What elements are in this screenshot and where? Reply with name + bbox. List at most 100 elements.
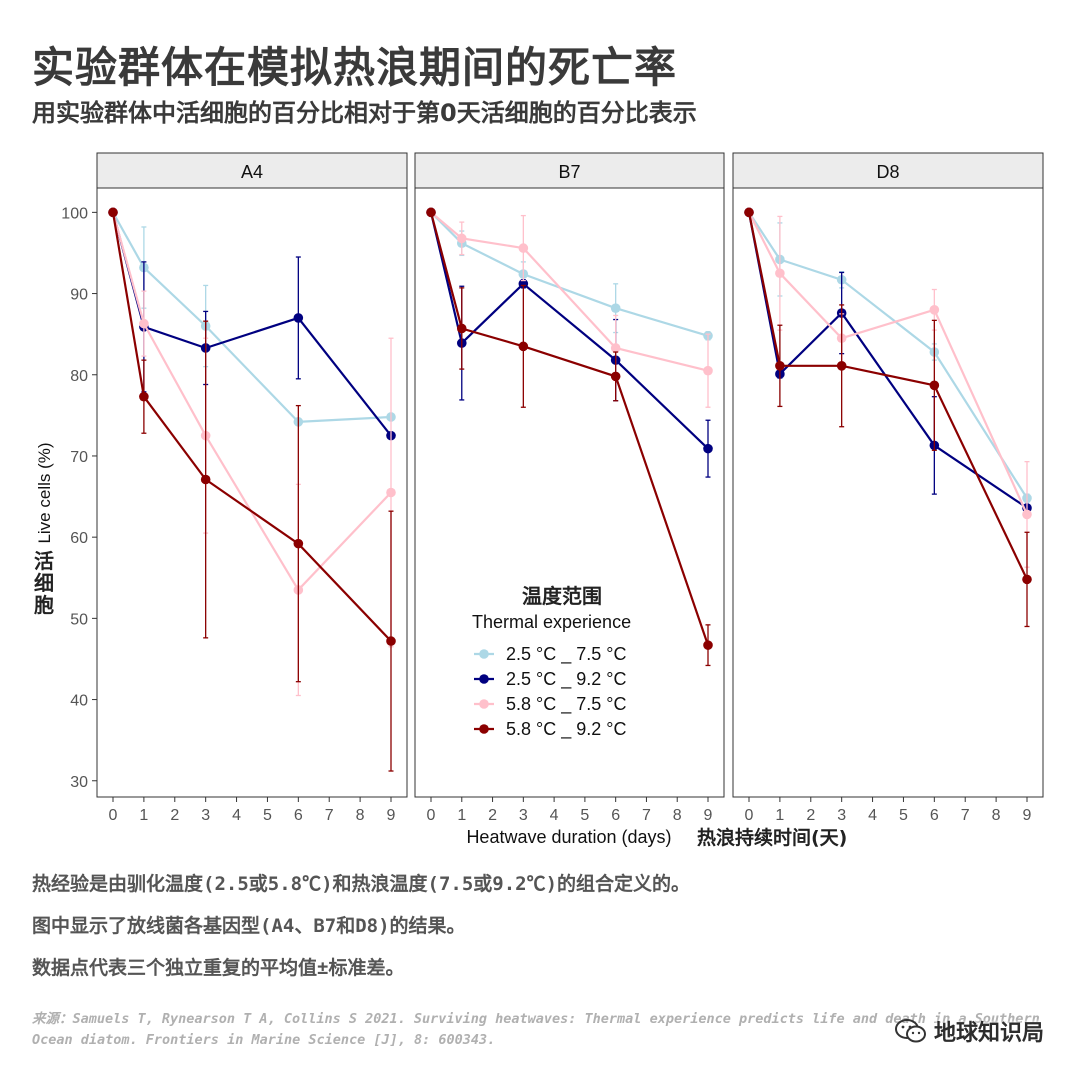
panel-frame [96, 187, 408, 798]
y-tick-label: 90 [70, 287, 88, 304]
x-tick-label: 4 [868, 807, 877, 824]
legend-label: 2.5 °C _ 7.5 °C [506, 644, 626, 665]
y-axis-label-zh: 活细胞 [34, 549, 54, 617]
facet-strip [732, 152, 1044, 189]
data-point [610, 303, 621, 313]
y-axis-label-en: Live cells (%) [35, 442, 54, 543]
facet-label: A4 [241, 162, 263, 182]
legend-key-point [479, 649, 489, 659]
x-tick-label: 3 [519, 807, 528, 824]
wechat-icon [894, 1019, 926, 1043]
facet-panel-A4: A4 0 1 2 3 4 5 6 7 8 9 30 40 50 60 70 80 90 100 [61, 152, 408, 824]
x-tick-label: 2 [488, 807, 497, 824]
legend-key-point [479, 674, 489, 684]
facet-label: D8 [876, 162, 899, 182]
x-tick-label: 5 [899, 807, 908, 824]
legend-title-en: Thermal experience [472, 612, 631, 632]
x-tick-label: 0 [427, 807, 436, 824]
x-tick-label: 0 [109, 807, 118, 824]
data-point [610, 371, 621, 382]
panel-frame [414, 187, 725, 798]
data-point [703, 640, 713, 650]
data-point [929, 380, 940, 391]
y-tick-label: 100 [61, 205, 88, 222]
x-axis-label-en: Heatwave duration (days) [466, 827, 671, 847]
x-tick-label: 9 [1023, 807, 1032, 824]
data-point [456, 323, 467, 334]
data-point [775, 268, 785, 279]
x-tick-label: 3 [201, 807, 210, 824]
y-tick-label: 70 [70, 449, 88, 466]
data-point [1022, 509, 1032, 520]
data-point [386, 636, 396, 646]
x-tick-label: 5 [263, 807, 272, 824]
series-4 [108, 207, 396, 772]
x-tick-label: 9 [387, 807, 396, 824]
legend-items: 2.5 °C _ 7.5 °C 2.5 °C _ 9.2 °C 5.8 °C _ 7… [474, 644, 626, 740]
series-4 [744, 207, 1032, 628]
legend-key-point [479, 699, 489, 709]
data-point [775, 361, 785, 371]
legend-label: 5.8 °C _ 9.2 °C [506, 719, 626, 740]
data-point [929, 305, 940, 315]
x-tick-label: 7 [961, 807, 970, 824]
legend-title-zh: 温度范围 [522, 584, 602, 608]
facet-panel-D8: D8 0 1 2 3 4 5 6 7 8 9 [732, 152, 1044, 824]
notes: 热经验是由驯化温度(2.5或5.8℃)和热浪温度(7.5或9.2℃)的组合定义的… [32, 872, 1052, 998]
legend: 温度范围 Thermal experience 2.5 °C _ 7.5 °C2… [472, 584, 631, 740]
x-tick-label: 6 [611, 807, 620, 824]
x-tick-label: 7 [642, 807, 651, 824]
data-point [703, 443, 713, 454]
y-tick-label: 30 [70, 774, 88, 791]
legend-item: 5.8 °C _ 7.5 °C [474, 694, 626, 715]
data-point [456, 233, 467, 244]
data-point [139, 318, 149, 329]
source-citation: 来源：Samuels T, Rynearson T A, Collins S 2… [32, 1011, 1040, 1048]
x-tick-label: 6 [294, 807, 303, 824]
page-title: 实验群体在模拟热浪期间的死亡率 [32, 43, 678, 92]
data-point [610, 343, 621, 353]
data-point [108, 207, 118, 218]
x-tick-label: 4 [232, 807, 241, 824]
legend-label: 2.5 °C _ 9.2 °C [506, 669, 626, 690]
data-point [518, 279, 529, 289]
x-tick-label: 8 [673, 807, 682, 824]
note-line: 图中显示了放线菌各基因型(A4、B7和D8)的结果。 [32, 915, 466, 937]
x-tick-label: 7 [325, 807, 334, 824]
y-tick-label: 80 [70, 368, 88, 385]
x-tick-label: 9 [704, 807, 713, 824]
facet-panel-B7: B7 0 1 2 3 4 5 6 7 8 9 [414, 152, 725, 824]
data-point [293, 313, 304, 323]
data-point [139, 391, 149, 402]
data-point [518, 243, 529, 253]
data-point [293, 538, 304, 549]
legend-item: 2.5 °C _ 7.5 °C [474, 644, 626, 665]
legend-item: 5.8 °C _ 9.2 °C [474, 719, 626, 740]
x-tick-label: 1 [457, 807, 466, 824]
data-point [386, 487, 396, 498]
legend-item: 2.5 °C _ 9.2 °C [474, 669, 626, 690]
data-point [1022, 574, 1032, 585]
legend-label: 5.8 °C _ 7.5 °C [506, 694, 626, 715]
y-tick-label: 60 [70, 530, 88, 547]
y-tick-label: 40 [70, 693, 88, 710]
x-tick-label: 3 [837, 807, 846, 824]
data-point [703, 365, 713, 376]
x-axis-label-zh: 热浪持续时间(天) [697, 826, 847, 849]
watermark-text: 地球知识局 [933, 1021, 1044, 1046]
data-point [518, 341, 529, 352]
data-point [836, 361, 847, 371]
x-tick-label: 5 [580, 807, 589, 824]
x-tick-label: 1 [775, 807, 784, 824]
x-tick-label: 1 [139, 807, 148, 824]
note-line: 热经验是由驯化温度(2.5或5.8℃)和热浪温度(7.5或9.2℃)的组合定义的… [32, 873, 691, 895]
x-tick-label: 2 [170, 807, 179, 824]
panel-frame [732, 187, 1044, 798]
x-tick-label: 2 [806, 807, 815, 824]
x-tick-label: 8 [356, 807, 365, 824]
x-tick-label: 6 [930, 807, 939, 824]
x-tick-label: 0 [745, 807, 754, 824]
facet-label: B7 [558, 162, 580, 182]
